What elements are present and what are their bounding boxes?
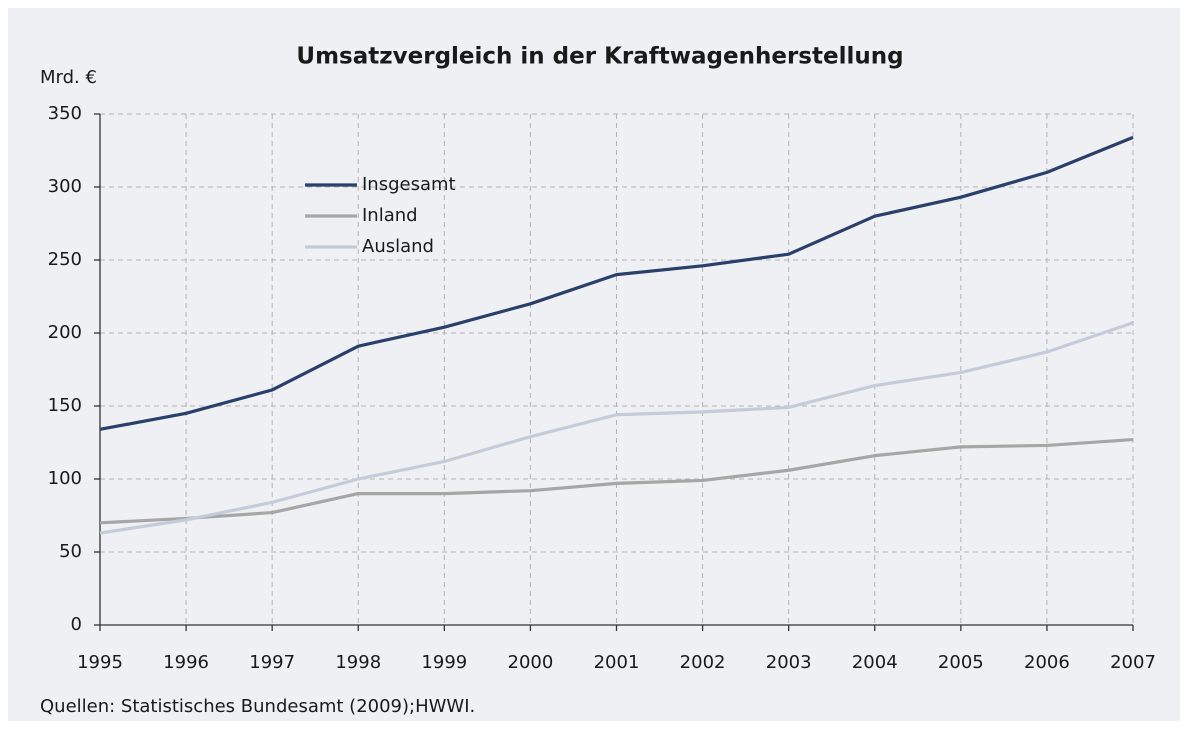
- x-tick-label: 2003: [766, 652, 812, 673]
- x-tick-label: 1995: [77, 652, 123, 673]
- y-tick-label: 150: [48, 395, 82, 416]
- x-tick-label: 1996: [163, 652, 209, 673]
- y-tick-label: 200: [48, 322, 82, 343]
- source-note: Quellen: Statistisches Bundesamt (2009);…: [40, 696, 475, 717]
- x-tick-label: 2000: [508, 652, 554, 673]
- y-tick-label: 100: [48, 468, 82, 489]
- y-tick-label: 300: [48, 176, 82, 197]
- legend-label: Insgesamt: [362, 174, 456, 195]
- x-tick-label: 1997: [249, 652, 295, 673]
- legend-label: Ausland: [362, 236, 434, 257]
- chart-title: Umsatzvergleich in der Kraftwagenherstel…: [296, 44, 903, 70]
- x-tick-label: 2001: [594, 652, 640, 673]
- chart-background: [8, 8, 1180, 721]
- series-line: [99, 437, 1134, 525]
- y-axis-label: Mrd. €: [40, 67, 97, 88]
- y-tick-label: 350: [48, 103, 82, 124]
- x-tick-label: 2007: [1110, 652, 1156, 673]
- legend-label: Inland: [362, 205, 418, 226]
- x-tick-label: 1998: [335, 652, 381, 673]
- x-tick-label: 2006: [1024, 652, 1070, 673]
- x-tick-label: 2005: [938, 652, 984, 673]
- x-tick-label: 2004: [852, 652, 898, 673]
- x-tick-label: 1999: [421, 652, 467, 673]
- y-tick-label: 50: [59, 541, 82, 562]
- y-tick-label: 250: [48, 249, 82, 270]
- x-tick-label: 2002: [680, 652, 726, 673]
- y-tick-label: 0: [71, 614, 82, 635]
- series-line: [99, 321, 1134, 535]
- series-line: [99, 135, 1134, 431]
